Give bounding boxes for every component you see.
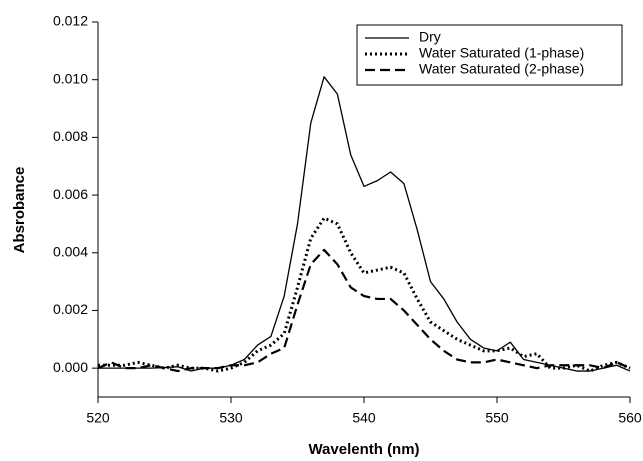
y-tick-label: 0.002	[53, 301, 88, 317]
y-tick-label: 0.006	[53, 186, 88, 202]
x-axis-label: Wavelenth (nm)	[308, 441, 419, 458]
y-axis-label: Absrobance	[11, 167, 28, 254]
x-tick-label: 530	[219, 410, 243, 426]
y-tick-label: 0.012	[53, 13, 88, 29]
legend-label: Dry	[419, 29, 441, 45]
x-tick-label: 560	[618, 410, 642, 426]
data-line	[97, 248, 631, 373]
x-tick-label: 540	[352, 410, 376, 426]
data-line	[98, 216, 631, 373]
legend-label: Water Saturated (1-phase)	[419, 45, 584, 61]
legend-label: Water Saturated (2-phase)	[419, 61, 584, 77]
y-tick-label: 0.000	[53, 359, 88, 375]
data-line	[98, 76, 631, 372]
y-tick-label: 0.004	[53, 243, 88, 259]
x-tick-label: 520	[86, 410, 110, 426]
y-tick-label: 0.008	[53, 128, 88, 144]
x-tick-label: 550	[485, 410, 509, 426]
y-tick-label: 0.010	[53, 70, 88, 86]
